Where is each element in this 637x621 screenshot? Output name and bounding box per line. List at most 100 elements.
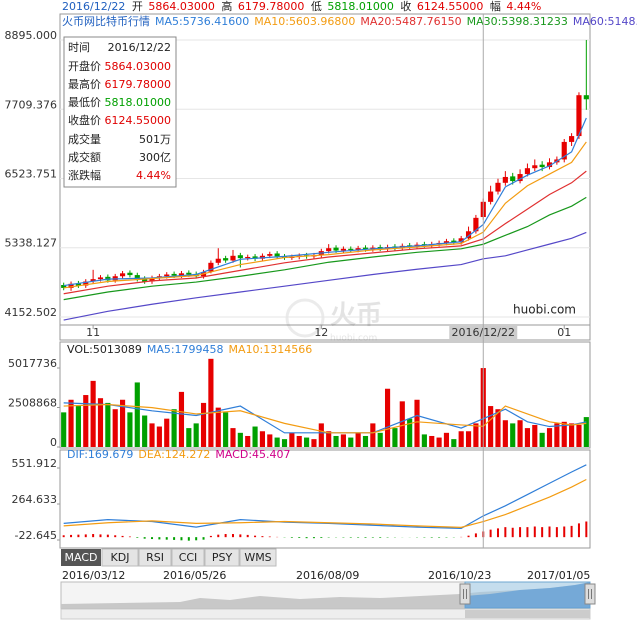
candle-body [510,176,516,182]
macd-bar [99,534,102,538]
candle-body [83,281,89,286]
volume-bar [245,435,251,447]
line-series [63,170,587,295]
tab-label[interactable]: RSI [146,551,164,564]
volume-bar [311,439,317,447]
macd-bar [106,534,109,538]
candle-body [164,274,170,277]
navigator: 2016/03/12 2016/05/26 2016/08/09 2016/10… [60,569,596,620]
tab[interactable] [239,548,277,567]
candle-body [245,256,251,259]
info-box-frame [63,36,177,188]
y-tick-label: 7709.376 [5,98,58,111]
macd-bar [349,537,352,538]
y-tick-label: 8895.000 [5,29,58,42]
plot-layer: 8895.000 7709.376 6523.751 5338.127 4152.502… [5,14,637,548]
info-label: 最高价 [68,77,101,91]
navigator-date: 2016/03/12 [62,569,125,582]
macd-bar [364,537,367,538]
tab-label[interactable]: WMS [244,551,271,564]
tab-label[interactable]: CCI [179,551,198,564]
candle-body [134,275,140,280]
watermark-logo [285,298,325,338]
x-tick-label: 01 [557,326,571,339]
line-series [63,403,587,434]
legend-entry: DIF:169.679 [67,448,133,461]
tab[interactable] [204,548,240,567]
macd-bar [202,537,205,540]
legend-entry: MACD:45.407 [215,448,290,461]
info-label: 成交额 [68,150,101,164]
tab[interactable] [138,548,172,567]
info-box: 时间 2016/12/22 开盘价 5864.03000 最高价 6179.78… [63,36,177,188]
macd-bar [570,525,573,538]
legend: DIF:169.679 DEA:124.272 MACD:45.407 [67,448,291,461]
info-value: 2016/12/22 [108,41,171,54]
macd-bar [548,526,551,538]
legend-entry: MA30:5398.31233 [467,15,568,28]
candle-body [178,273,185,276]
macd-bar [84,534,87,538]
candle-body [142,278,148,282]
volume-bar [134,382,140,447]
volume-bar [193,423,199,447]
info-value: 4.44% [136,169,171,182]
candle-body [230,255,236,261]
tab-label[interactable]: KDJ [111,551,130,564]
candle-body [119,273,126,277]
tab-label[interactable]: PSY [212,551,233,564]
macd-bar [496,528,499,538]
header-line: 2016/12/22 开 5864.03000 高 6179.78000 低 5… [62,0,541,13]
volume-bar [149,423,155,447]
candle-body [90,279,96,282]
candle-body [61,284,67,288]
volume-bar [142,415,148,447]
navigator-date: 2016/08/09 [296,569,359,582]
header-label: 收 [400,0,411,13]
navigator-handle[interactable] [584,583,596,605]
tab[interactable] [171,548,205,567]
volume-bar [510,423,516,447]
x-tick-label: 12 [314,326,328,339]
candle-body [458,238,464,243]
macd-bar [128,536,131,538]
legend-entry: MA5:1799458 [147,343,224,356]
info-label: 最低价 [68,96,101,109]
volume-bar [429,435,435,447]
info-label: 涨跌幅 [68,168,101,182]
navigator-handle[interactable] [459,583,471,605]
tab-label[interactable]: MACD [65,551,98,564]
scrollbar-thumb[interactable] [465,610,590,618]
macd-bar [577,523,580,538]
macd-bar [195,537,198,541]
candle-body [517,174,523,182]
candle-body [112,276,118,281]
volume-bar [252,426,258,447]
macd-bar [563,526,566,538]
header-value: 5864.03000 [148,0,214,13]
macd-bar [217,534,220,538]
volume-bar [259,431,266,447]
volume-bar [237,432,243,447]
macd-bar [70,534,73,538]
macd-bar [246,534,249,538]
tab[interactable] [101,548,139,567]
volume-bar [164,418,170,447]
volume-bar [348,437,354,447]
macd-bar [511,527,514,538]
volume-bar [539,432,545,447]
volume-bar [561,421,567,447]
info-label: 开盘价 [68,59,101,73]
volume-bar [200,402,207,447]
macd-bar [62,535,65,538]
macd-bar [224,534,227,538]
macd-bar [136,537,139,538]
macd-bar [209,535,212,538]
macd-bar [438,537,441,538]
macd-bar [541,527,544,538]
macd-bar [474,533,477,538]
candle-body [171,273,177,276]
volume-bar [326,431,332,447]
tab-active[interactable] [61,549,101,566]
